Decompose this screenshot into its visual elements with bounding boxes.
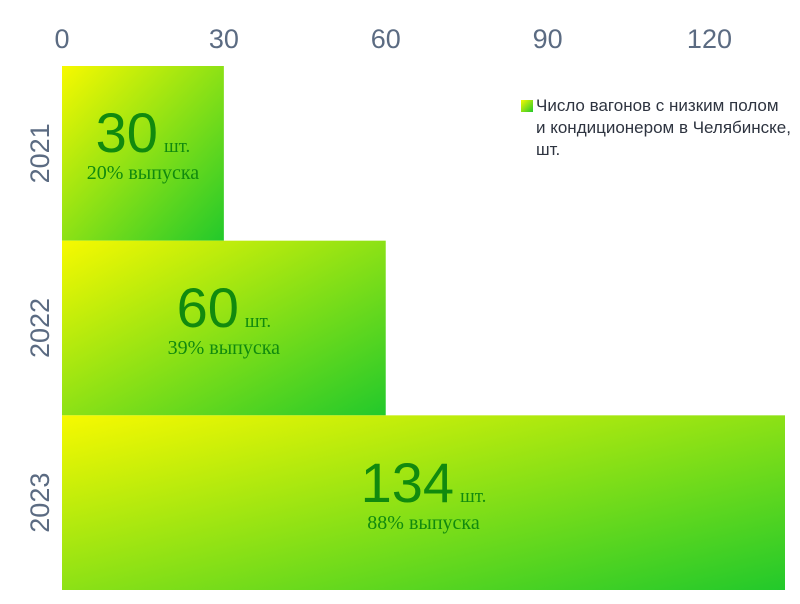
bar-2023: [62, 415, 785, 590]
share-label: 39% выпуска: [167, 337, 281, 359]
unit-label: шт.: [163, 136, 191, 158]
category-label-2021: 2021: [25, 123, 55, 183]
category-label-2023: 2023: [25, 473, 55, 533]
legend-label: Число вагонов с низким полом и кондицион…: [536, 96, 791, 159]
unit-label: шт.: [460, 485, 487, 507]
share-label: 20% выпуска: [86, 162, 200, 185]
x-tick-label: 30: [209, 24, 239, 54]
data-label-2023: 134 шт. 88% выпуска: [294, 454, 554, 534]
legend: Число вагонов с низким полом и кондицион…: [521, 95, 791, 161]
x-tick-label: 120: [687, 24, 732, 54]
legend-swatch: [521, 100, 533, 112]
x-tick-label: 60: [371, 24, 401, 54]
x-tick-label: 90: [533, 24, 563, 54]
share-label: 88% выпуска: [367, 511, 480, 534]
data-label-2022: 60 шт. 39% выпуска: [94, 280, 354, 359]
category-label-2022: 2022: [25, 298, 55, 358]
unit-label: шт.: [244, 311, 272, 332]
value-label: 60: [176, 276, 239, 339]
bar-2022: [62, 240, 386, 416]
data-label-2021: 30 шт. 20% выпуска: [13, 105, 273, 185]
value-label: 30: [95, 101, 158, 165]
x-tick-label: 0: [54, 24, 69, 54]
bar-2021: [62, 66, 224, 241]
value-label: 134: [360, 450, 455, 514]
